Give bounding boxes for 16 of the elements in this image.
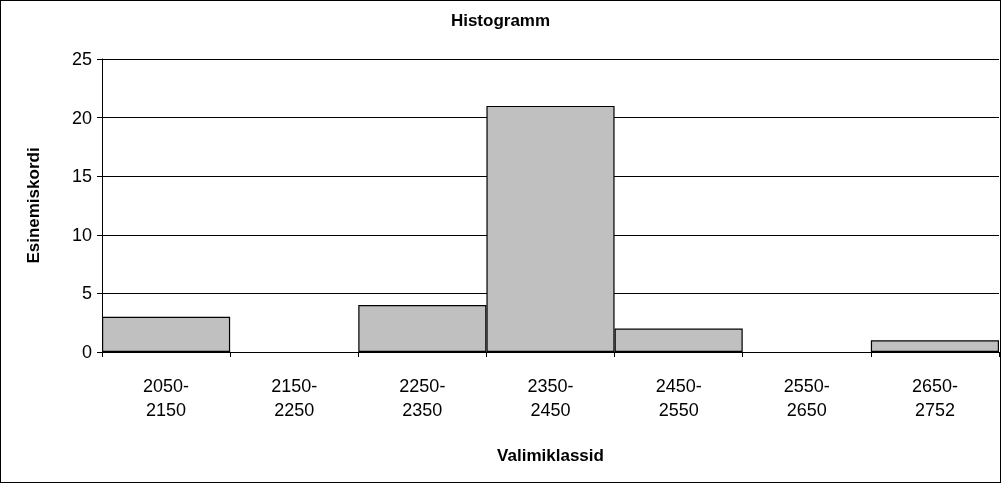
y-tick-label: 0 bbox=[81, 342, 92, 362]
y-axis-title: Esinemiskordi bbox=[24, 147, 43, 264]
y-tick-label: 20 bbox=[71, 107, 92, 128]
y-tick-label: 5 bbox=[81, 283, 92, 304]
x-tick-label: 2650-2752 bbox=[911, 376, 958, 420]
x-tick-label: 2550-2650 bbox=[783, 376, 830, 420]
y-tick-label: 10 bbox=[71, 224, 92, 245]
y-tick-label: 25 bbox=[71, 49, 92, 69]
y-tick-label: 15 bbox=[71, 166, 92, 187]
chart-title: Histogramm bbox=[450, 11, 551, 30]
x-tick-label: 2150-2250 bbox=[271, 376, 318, 420]
x-tick-label: 2450-2550 bbox=[655, 376, 702, 420]
x-tick-label: 2050-2150 bbox=[143, 376, 190, 420]
x-axis-title: Valimiklassid bbox=[497, 446, 604, 465]
x-tick-label: 2250-2350 bbox=[399, 376, 446, 420]
x-tick-label: 2350-2450 bbox=[527, 376, 574, 420]
